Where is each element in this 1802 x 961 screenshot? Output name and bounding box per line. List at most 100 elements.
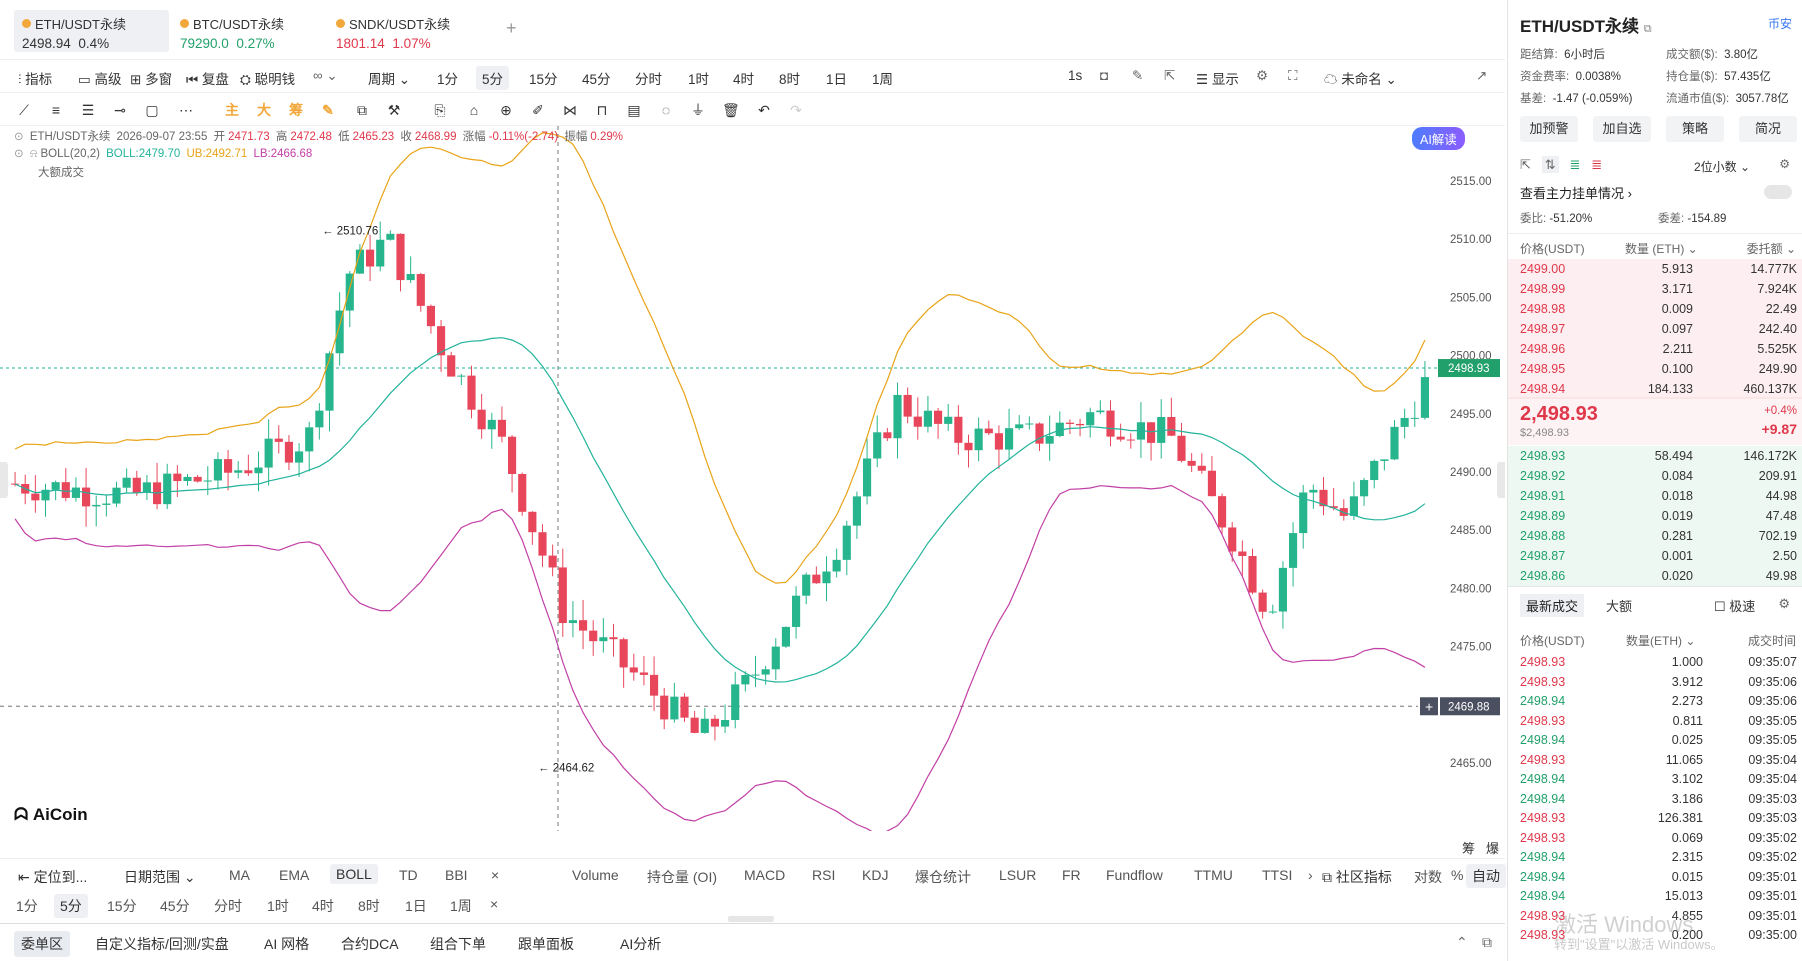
bperiod-timeline[interactable]: 分时	[214, 898, 242, 914]
alarm-icon[interactable]: ⍾	[29, 148, 38, 160]
hline-tool-icon[interactable]: ≡	[51, 102, 61, 118]
ask-row[interactable]: 2498.98 0.009 22.49	[1508, 299, 1802, 319]
settings-icon[interactable]: ⚙	[1256, 68, 1269, 83]
bperiod-1m[interactable]: 1分	[16, 898, 38, 914]
settings-icon[interactable]: ⚙	[1779, 157, 1790, 171]
bid-row[interactable]: 2498.86 0.020 49.98	[1508, 566, 1802, 586]
period-8h[interactable]: 8时	[779, 72, 801, 87]
trade-row[interactable]: 2498.94 3.186 09:35:03	[1508, 790, 1802, 809]
bperiod-1w[interactable]: 1周	[450, 898, 472, 914]
period-4h[interactable]: 4时	[733, 72, 755, 87]
ind-ttsi[interactable]: TTSI	[1262, 867, 1293, 883]
ray-tool-icon[interactable]: ⊸	[114, 102, 126, 118]
ask-row[interactable]: 2498.97 0.097 242.40	[1508, 319, 1802, 339]
copy-icon[interactable]: ⧉	[1643, 23, 1652, 35]
exchange-link[interactable]: 币安	[1767, 17, 1792, 31]
price-chart[interactable]: 2515.002510.002505.002500.002495.002490.…	[0, 126, 1505, 831]
main-orders-link[interactable]: 查看主力挂单情况 ›	[1520, 186, 1632, 201]
log-toggle[interactable]: 对数	[1414, 869, 1442, 885]
ob-header-total[interactable]: 委托额 ⌄	[1746, 242, 1796, 256]
period-1m[interactable]: 1分	[437, 72, 459, 87]
ask-row[interactable]: 2498.96 2.211 5.525K	[1508, 339, 1802, 359]
footer-dca[interactable]: 合约DCA	[341, 936, 399, 952]
ind-fundflow[interactable]: Fundflow	[1106, 867, 1163, 883]
redo-icon[interactable]: ↷	[790, 102, 802, 118]
period-1d[interactable]: 1日	[826, 72, 848, 87]
advanced-button[interactable]: ▭ 高级	[78, 68, 122, 88]
trade-row[interactable]: 2498.94 2.315 09:35:02	[1508, 848, 1802, 867]
footer-order[interactable]: 委单区	[14, 931, 70, 957]
bperiod-15m[interactable]: 15分	[107, 898, 137, 914]
multi-window-button[interactable]: ⊞ 多窗	[130, 68, 172, 88]
collapse-icon[interactable]: ⊙	[14, 148, 24, 160]
main-force-icon[interactable]: 主	[225, 102, 239, 118]
footer-analysis[interactable]: AI分析	[620, 936, 662, 952]
pct-toggle[interactable]: %	[1451, 867, 1464, 883]
lock-icon[interactable]: ⊓	[596, 102, 608, 118]
bperiod-1d[interactable]: 1日	[405, 898, 427, 914]
period-1h[interactable]: 1时	[688, 72, 710, 87]
bid-row[interactable]: 2498.89 0.019 47.48	[1508, 506, 1802, 526]
rect-tool-icon[interactable]: ▢	[145, 102, 159, 118]
decimals-dropdown[interactable]: 2位小数 ⌄	[1694, 160, 1751, 174]
footer-combo[interactable]: 组合下单	[430, 936, 486, 952]
trade-row[interactable]: 2498.93 3.912 09:35:06	[1508, 673, 1802, 692]
trade-settings-icon[interactable]: ⚙	[1778, 596, 1790, 611]
close-period-bar[interactable]: ×	[490, 896, 499, 912]
copy-icon[interactable]: ⎘	[434, 102, 446, 118]
dotline-tool-icon[interactable]: ⋯	[179, 102, 193, 118]
bid-row[interactable]: 2498.88 0.281 702.19	[1508, 526, 1802, 546]
filter-icon[interactable]: ⏚	[691, 102, 705, 118]
trade-row[interactable]: 2498.94 0.025 09:35:05	[1508, 731, 1802, 750]
ind-oi[interactable]: 持仓量 (OI)	[647, 869, 717, 885]
trade-header-qty[interactable]: 数量(ETH) ⌄	[1626, 634, 1696, 648]
trade-row[interactable]: 2498.94 2.273 09:35:06	[1508, 692, 1802, 711]
ask-row[interactable]: 2498.99 3.171 7.924K	[1508, 279, 1802, 299]
trade-row[interactable]: 2498.94 0.015 09:35:01	[1508, 868, 1802, 887]
link-icon[interactable]: ∞ ⌄	[313, 68, 338, 83]
indicator-button[interactable]: ⫶ 指标	[18, 68, 52, 88]
bperiod-1h[interactable]: 1时	[267, 898, 289, 914]
fast-checkbox[interactable]: ☐ 极速	[1714, 599, 1756, 614]
liq-toggle[interactable]: 爆	[1486, 841, 1500, 856]
more-arrow-icon[interactable]: ›	[1308, 867, 1313, 883]
ob-header-qty[interactable]: 数量 (ETH) ⌄	[1625, 242, 1698, 256]
smart-money-button[interactable]: ⛭ 聪明钱	[240, 68, 295, 88]
ind-ma[interactable]: MA	[229, 867, 250, 883]
chip-icon[interactable]: 筹	[289, 102, 303, 118]
add-watchlist-button[interactable]: 加自选	[1593, 116, 1651, 142]
ind-td[interactable]: TD	[399, 867, 418, 883]
ind-boll[interactable]: BOLL	[330, 864, 378, 884]
trade-row[interactable]: 2498.93 0.811 09:35:05	[1508, 712, 1802, 731]
channel-tool-icon[interactable]: ☰	[81, 102, 95, 118]
ind-lsur[interactable]: LSUR	[999, 867, 1037, 883]
collapse-icon[interactable]: ⊙	[14, 131, 24, 143]
undo-icon[interactable]: ↶	[758, 102, 770, 118]
period-15m[interactable]: 15分	[529, 72, 558, 87]
display-button[interactable]: ☰ 显示	[1196, 68, 1239, 88]
footer-custom[interactable]: 自定义指标/回测/实盘	[95, 936, 229, 952]
ind-volume[interactable]: Volume	[572, 867, 619, 883]
edit-icon[interactable]: ✎	[322, 102, 334, 118]
community-button[interactable]: ⧉ 社区指标	[1322, 867, 1392, 887]
ind-rsi[interactable]: RSI	[812, 867, 836, 883]
trade-row[interactable]: 2498.93 4.855 09:35:01	[1508, 907, 1802, 926]
trade-row[interactable]: 2498.93 11.065 09:35:04	[1508, 751, 1802, 770]
auto-toggle[interactable]: 自动	[1466, 864, 1506, 888]
trade-row[interactable]: 2498.93 126.381 09:35:03	[1508, 809, 1802, 828]
tag-icon[interactable]: ⌂	[469, 102, 479, 118]
trade-row[interactable]: 2498.94 3.102 09:35:04	[1508, 770, 1802, 789]
period-45m[interactable]: 45分	[582, 72, 611, 87]
trade-row[interactable]: 2498.94 15.013 09:35:01	[1508, 887, 1802, 906]
ind-ema[interactable]: EMA	[279, 867, 310, 883]
close-main-ind[interactable]: ×	[491, 867, 500, 883]
bperiod-5m[interactable]: 5分	[54, 894, 88, 918]
left-collapse-handle[interactable]	[0, 462, 8, 498]
note-icon[interactable]: ▤	[627, 102, 641, 118]
tab-big-trades[interactable]: 大额	[1606, 599, 1633, 614]
tab-btc[interactable]: BTC/USDT永续 79290.0 0.27%	[172, 10, 322, 52]
main-orders-toggle[interactable]	[1764, 185, 1792, 199]
period-1w[interactable]: 1周	[872, 72, 894, 87]
zoom-icon[interactable]: ⊕	[500, 102, 512, 118]
locate-button[interactable]: ⇤ 定位到...	[18, 867, 87, 887]
